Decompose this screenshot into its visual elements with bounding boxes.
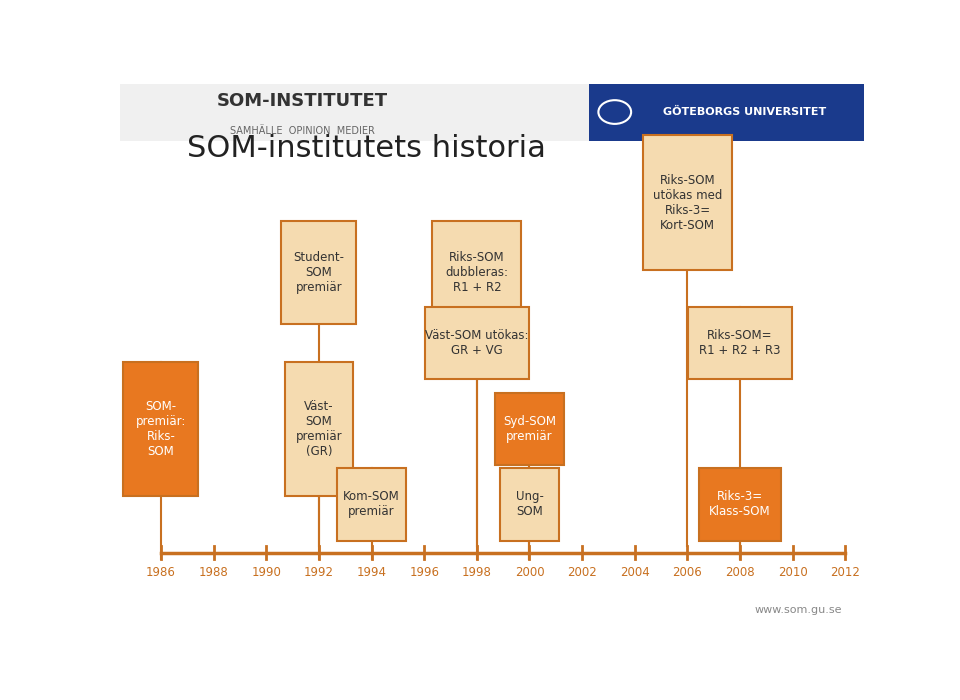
FancyBboxPatch shape <box>688 307 792 379</box>
FancyBboxPatch shape <box>120 84 864 141</box>
FancyBboxPatch shape <box>643 135 732 270</box>
Text: 2010: 2010 <box>778 566 807 580</box>
Text: 2006: 2006 <box>673 566 703 580</box>
Text: SOM-INSTITUTET: SOM-INSTITUTET <box>217 92 388 110</box>
FancyBboxPatch shape <box>281 221 356 324</box>
FancyBboxPatch shape <box>285 362 353 496</box>
Text: SOM-institutets historia: SOM-institutets historia <box>187 134 546 163</box>
Text: Riks-SOM=
R1 + R2 + R3: Riks-SOM= R1 + R2 + R3 <box>699 329 780 357</box>
Text: 1988: 1988 <box>199 566 228 580</box>
Text: Väst-
SOM
premiär
(GR): Väst- SOM premiär (GR) <box>296 400 342 458</box>
FancyBboxPatch shape <box>588 84 864 141</box>
Text: 2004: 2004 <box>620 566 650 580</box>
Text: 2008: 2008 <box>726 566 755 580</box>
Text: Riks-3=
Klass-SOM: Riks-3= Klass-SOM <box>709 491 771 519</box>
FancyBboxPatch shape <box>338 468 405 540</box>
Text: Student-
SOM
premiär: Student- SOM premiär <box>294 251 345 294</box>
Text: 1992: 1992 <box>304 566 334 580</box>
Text: www.som.gu.se: www.som.gu.se <box>755 605 842 615</box>
Text: 2012: 2012 <box>830 566 860 580</box>
Text: GÖTEBORGS UNIVERSITET: GÖTEBORGS UNIVERSITET <box>663 107 827 117</box>
FancyBboxPatch shape <box>500 468 560 540</box>
Text: 1994: 1994 <box>356 566 387 580</box>
FancyBboxPatch shape <box>699 468 781 540</box>
Text: Ung-
SOM: Ung- SOM <box>516 491 543 519</box>
Text: Syd-SOM
premiär: Syd-SOM premiär <box>503 415 556 443</box>
Text: 1996: 1996 <box>409 566 439 580</box>
Text: Väst-SOM utökas:
GR + VG: Väst-SOM utökas: GR + VG <box>425 329 529 357</box>
FancyBboxPatch shape <box>424 307 529 379</box>
Text: Riks-SOM
utökas med
Riks-3=
Kort-SOM: Riks-SOM utökas med Riks-3= Kort-SOM <box>653 174 722 232</box>
Text: Kom-SOM
premiär: Kom-SOM premiär <box>343 491 400 519</box>
Text: 2002: 2002 <box>567 566 597 580</box>
Text: Riks-SOM
dubbleras:
R1 + R2: Riks-SOM dubbleras: R1 + R2 <box>445 251 509 294</box>
FancyBboxPatch shape <box>432 221 521 324</box>
Text: 2000: 2000 <box>515 566 544 580</box>
Text: 1990: 1990 <box>252 566 281 580</box>
Text: SOM-
premiär:
Riks-
SOM: SOM- premiär: Riks- SOM <box>135 400 186 458</box>
Text: SAMHÄLLE  OPINION  MEDIER: SAMHÄLLE OPINION MEDIER <box>229 126 374 136</box>
Text: 1998: 1998 <box>462 566 492 580</box>
Text: 1986: 1986 <box>146 566 176 580</box>
FancyBboxPatch shape <box>123 362 199 496</box>
FancyBboxPatch shape <box>495 393 564 465</box>
